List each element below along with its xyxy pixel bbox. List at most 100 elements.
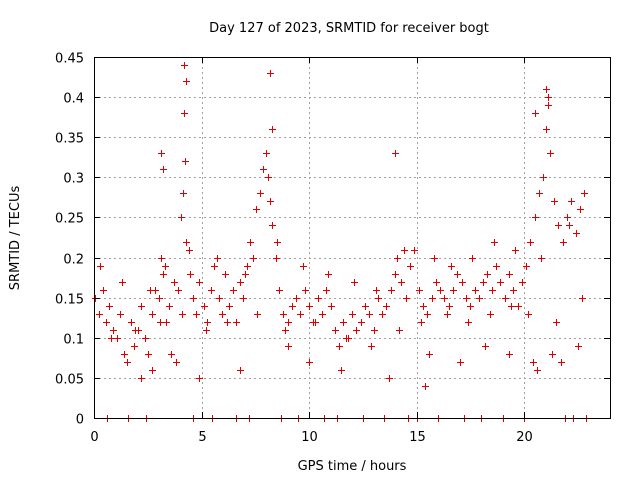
data-point — [515, 303, 522, 310]
data-point — [575, 343, 582, 350]
data-point — [156, 295, 163, 302]
data-point — [555, 222, 562, 229]
data-point — [506, 351, 513, 358]
data-point — [254, 311, 261, 318]
data-point — [366, 311, 373, 318]
data-point — [103, 319, 110, 326]
data-point — [226, 303, 233, 310]
data-point — [175, 287, 182, 294]
data-point — [219, 311, 226, 318]
data-point — [454, 271, 461, 278]
data-point — [560, 239, 567, 246]
data-point — [247, 239, 254, 246]
data-point — [362, 303, 369, 310]
data-point — [373, 287, 380, 294]
data-point — [196, 279, 203, 286]
data-point — [491, 239, 498, 246]
data-point — [201, 303, 208, 310]
data-point — [162, 263, 169, 270]
data-point — [469, 255, 476, 262]
data-point — [437, 287, 444, 294]
data-point — [508, 303, 515, 310]
data-point — [543, 126, 550, 133]
data-point — [222, 271, 229, 278]
data-point — [100, 287, 107, 294]
data-point — [124, 359, 131, 366]
data-point — [441, 295, 448, 302]
data-point — [482, 343, 489, 350]
y-tick-label: 0.3 — [63, 172, 84, 187]
data-point — [332, 327, 339, 334]
data-point — [398, 279, 405, 286]
x-tick-label: 5 — [198, 430, 206, 445]
data-point — [265, 174, 272, 181]
y-tick-label: 0.4 — [63, 92, 84, 107]
data-point — [160, 271, 167, 278]
data-point — [166, 303, 173, 310]
data-point — [193, 311, 200, 318]
data-point — [97, 263, 104, 270]
data-point — [182, 158, 189, 165]
data-point — [214, 255, 221, 262]
data-point — [300, 263, 307, 270]
y-tick-label: 0.2 — [63, 253, 84, 268]
x-tick-label: 15 — [409, 430, 426, 445]
data-point — [145, 351, 152, 358]
data-point — [158, 150, 165, 157]
data-point — [566, 222, 573, 229]
data-point — [257, 190, 264, 197]
data-point — [579, 295, 586, 302]
data-point — [547, 150, 554, 157]
data-point — [181, 110, 188, 117]
data-point — [233, 319, 240, 326]
data-point — [187, 271, 194, 278]
data-point — [149, 367, 156, 374]
data-point — [179, 311, 186, 318]
data-point — [510, 287, 517, 294]
data-point — [424, 311, 431, 318]
data-point — [147, 287, 154, 294]
x-tick-label: 10 — [301, 430, 318, 445]
data-point — [117, 311, 124, 318]
data-point — [532, 214, 539, 221]
data-point — [250, 255, 257, 262]
data-point — [407, 263, 414, 270]
data-point — [401, 247, 408, 254]
data-point — [472, 287, 479, 294]
data-point — [545, 94, 552, 101]
data-point — [523, 263, 530, 270]
data-point — [459, 279, 466, 286]
data-point — [564, 214, 571, 221]
data-point — [242, 271, 249, 278]
data-point — [289, 303, 296, 310]
data-point — [106, 303, 113, 310]
data-point — [336, 343, 343, 350]
data-point — [549, 351, 556, 358]
data-point — [506, 271, 513, 278]
data-point — [534, 367, 541, 374]
data-point — [371, 327, 378, 334]
data-point — [216, 295, 223, 302]
data-point — [340, 319, 347, 326]
y-tick-label: 0.15 — [55, 293, 84, 308]
data-point — [403, 295, 410, 302]
data-point — [128, 319, 135, 326]
data-point — [138, 303, 145, 310]
x-tick-label: 20 — [516, 430, 533, 445]
data-point — [315, 295, 322, 302]
data-point — [538, 255, 545, 262]
data-point — [543, 86, 550, 93]
data-point — [465, 319, 472, 326]
data-point — [426, 351, 433, 358]
data-point — [396, 327, 403, 334]
y-tick-label: 0.35 — [55, 132, 84, 147]
data-point — [446, 303, 453, 310]
data-point — [420, 303, 427, 310]
data-point — [110, 327, 117, 334]
data-point — [142, 335, 149, 342]
data-point — [527, 239, 534, 246]
data-point — [190, 295, 197, 302]
y-axis-label: SRMTID / TECUs — [8, 186, 23, 291]
data-point — [358, 319, 365, 326]
data-point — [394, 255, 401, 262]
